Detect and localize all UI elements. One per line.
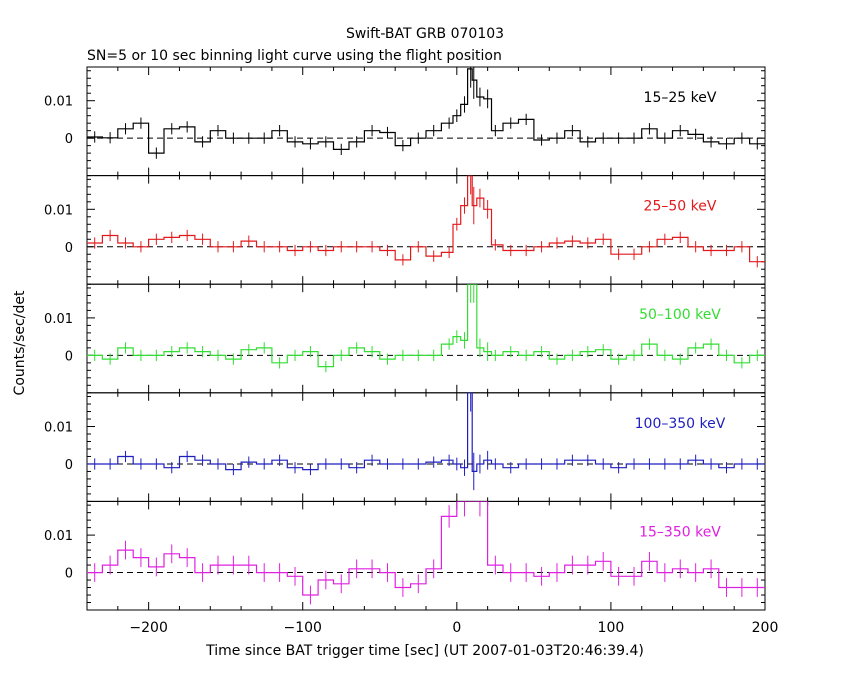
panel-1: 0 0.01 15–25 keV	[44, 66, 766, 177]
y-axis-label: Counts/sec/det	[12, 290, 28, 395]
band-label: 25–50 keV	[644, 199, 717, 215]
band-label: 50–100 keV	[639, 307, 721, 323]
panel-5: 0 0.01 15–350 keV	[44, 500, 766, 611]
x-tick-label: 0	[452, 620, 461, 636]
panel-frame	[86, 175, 766, 285]
x-tick-label: −100	[284, 620, 322, 636]
panel-frame	[86, 500, 766, 611]
band-label: 15–350 keV	[639, 524, 721, 540]
light-curve-step	[87, 392, 765, 472]
y-tick-label: 0.01	[44, 312, 73, 327]
y-tick-label: 0	[65, 567, 73, 582]
band-label: 15–25 keV	[644, 90, 717, 106]
y-tick-label: 0	[65, 241, 73, 256]
y-tick-label: 0.01	[44, 95, 73, 110]
chart-subtitle: SN=5 or 10 sec binning light curve using…	[87, 48, 502, 64]
panel-3: 0 0.01 50–100 keV	[44, 283, 766, 394]
x-tick-label: 100	[598, 620, 625, 636]
y-tick-label: 0.01	[44, 529, 73, 544]
panel-frame	[86, 283, 766, 394]
band-label: 100–350 keV	[635, 416, 726, 432]
panels: 0 0.01 15–25 keV 0 0.01 25–50 keV 0 0.01 50–100 …	[44, 66, 779, 636]
panel-frame	[86, 66, 766, 177]
panel-2: 0 0.01 25–50 keV	[44, 175, 766, 285]
panel-4: 0 0.01 100–350 keV	[44, 392, 766, 502]
y-tick-label: 0	[65, 349, 73, 364]
y-tick-label: 0	[65, 132, 73, 147]
x-tick-label: 200	[752, 620, 779, 636]
y-tick-label: 0	[65, 458, 73, 473]
light-curve-step	[87, 175, 765, 263]
light-curve-step	[87, 68, 765, 154]
light-curve-step	[87, 284, 765, 368]
x-tick-label: −200	[129, 620, 167, 636]
x-axis-label: Time since BAT trigger time [sec] (UT 20…	[205, 643, 644, 659]
chart-title: Swift-BAT GRB 070103	[346, 26, 504, 42]
light-curve-step	[87, 501, 765, 596]
y-tick-label: 0.01	[44, 421, 73, 436]
panel-frame	[86, 392, 766, 502]
y-tick-label: 0.01	[44, 203, 73, 218]
